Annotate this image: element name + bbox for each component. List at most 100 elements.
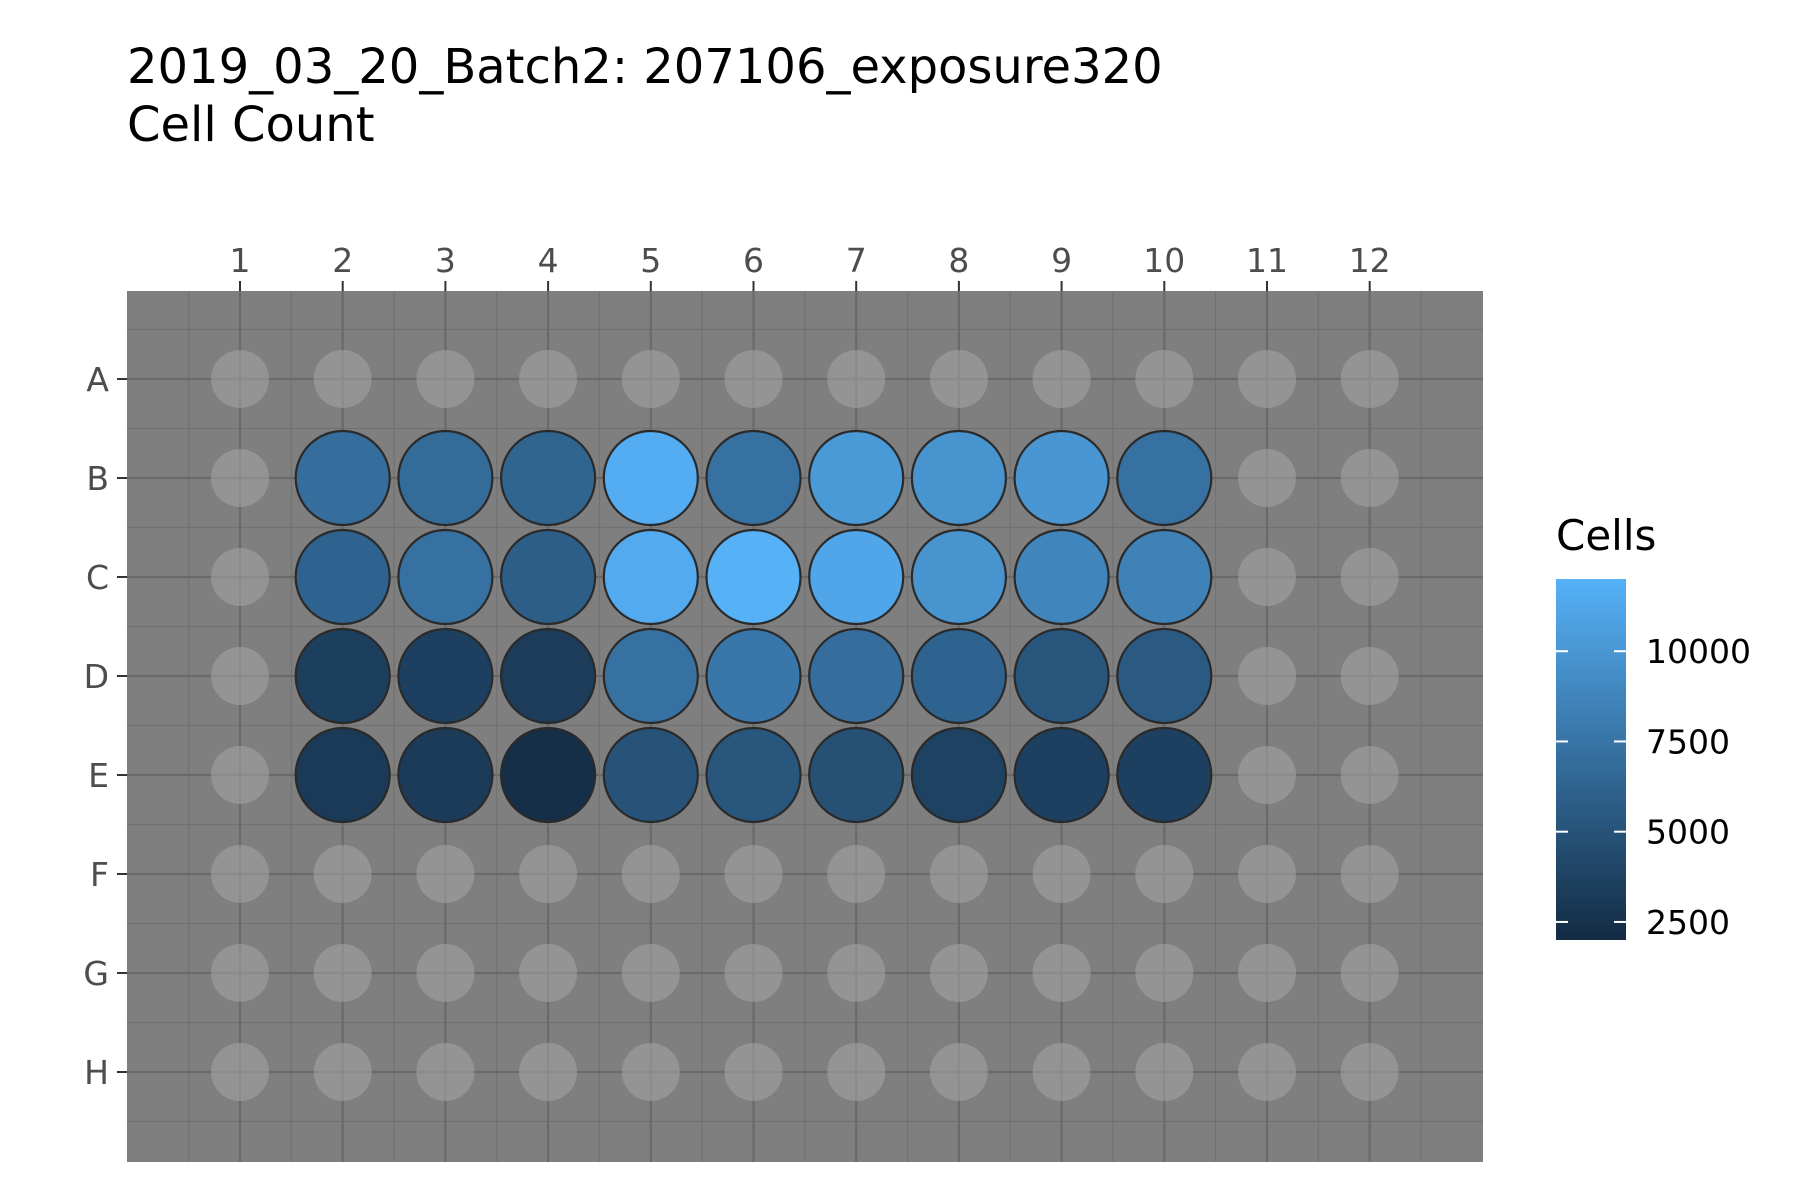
y-tick-label: G [83,954,109,993]
well-C3 [397,528,494,626]
empty-well [1340,944,1399,1002]
empty-well [313,1043,372,1101]
well-B9 [1013,429,1110,527]
empty-well [313,845,372,903]
empty-well [827,944,886,1002]
well-B10 [1116,429,1213,527]
empty-well [1032,944,1091,1002]
empty-well [1238,548,1296,606]
well-D9 [1013,627,1110,725]
y-tick-label: H [84,1053,109,1092]
empty-well [1135,944,1194,1002]
legend-tick-label: 5000 [1646,813,1730,852]
empty-well [621,1043,680,1101]
x-tick-label: 8 [948,241,969,280]
well-E10 [1116,726,1213,824]
empty-well [211,845,269,903]
empty-well [1238,845,1296,903]
empty-well [1135,1043,1194,1101]
empty-well [1340,350,1399,408]
well-B7 [808,429,905,527]
empty-well [1238,746,1296,804]
well-B3 [397,429,494,527]
y-tick-label: D [84,657,109,696]
well-E6 [705,726,802,824]
x-tick-label: 11 [1246,241,1288,280]
well-E4 [499,726,597,824]
well-C6 [705,528,802,626]
empty-well [1340,1043,1399,1101]
y-axis: A B C D E F G H [83,360,127,1092]
well-E3 [397,726,494,824]
well-E5 [602,726,699,824]
empty-well [724,350,783,408]
empty-well [1135,350,1194,408]
empty-well [519,1043,578,1101]
well-B2 [294,429,391,527]
well-C7 [808,528,905,626]
empty-well [929,350,988,408]
x-tick-label: 12 [1349,241,1391,280]
well-E2 [294,726,391,824]
empty-well [621,350,680,408]
empty-well [211,746,269,804]
y-tick-label: F [90,855,109,894]
well-D3 [397,627,494,725]
well-B6 [705,429,802,527]
empty-well [827,350,886,408]
x-tick-label: 4 [538,241,559,280]
chart-title-block: 2019_03_20_Batch2: 207106_exposure320 Ce… [127,38,1163,154]
empty-well [416,350,475,408]
empty-well [1135,845,1194,903]
empty-well [1238,1043,1296,1101]
empty-well [519,944,578,1002]
empty-well [211,944,269,1002]
empty-well [724,1043,783,1101]
y-tick-label: A [86,360,109,399]
empty-well [1238,449,1296,507]
empty-well [1340,449,1399,507]
well-B8 [910,429,1008,527]
well-D4 [499,627,597,725]
well-E8 [910,726,1008,824]
empty-well [1340,845,1399,903]
x-tick-label: 5 [640,241,661,280]
x-tick-label: 9 [1051,241,1072,280]
y-tick-label: C [86,558,109,597]
well-B5 [602,429,699,527]
empty-well [1238,647,1296,705]
legend-tick-label: 7500 [1646,722,1730,761]
well-C10 [1116,528,1213,626]
x-tick-label: 10 [1143,241,1185,280]
well-B4 [499,429,597,527]
legend-colorbar [1556,579,1626,940]
wells [211,350,1399,1101]
legend-ticks: 2500 5000 7500 10000 [1556,632,1751,942]
x-tick-label: 3 [435,241,456,280]
empty-well [621,944,680,1002]
empty-well [416,1043,475,1101]
empty-well [416,944,475,1002]
empty-well [1032,350,1091,408]
empty-well [1238,944,1296,1002]
empty-well [1032,1043,1091,1101]
well-E9 [1013,726,1110,824]
well-C9 [1013,528,1110,626]
legend: Cells 2500 5000 7500 10000 [1556,511,1751,942]
legend-tick-label: 10000 [1646,632,1751,671]
empty-well [929,845,988,903]
empty-well [1032,845,1091,903]
x-tick-label: 6 [743,241,764,280]
well-C4 [499,528,597,626]
empty-well [929,1043,988,1101]
empty-well [211,449,269,507]
minor-gridlines [127,291,1483,1162]
x-tick-label: 2 [332,241,353,280]
empty-well [1340,548,1399,606]
well-C5 [602,528,699,626]
empty-well [416,845,475,903]
well-D10 [1116,627,1213,725]
empty-well [211,350,269,408]
empty-well [621,845,680,903]
